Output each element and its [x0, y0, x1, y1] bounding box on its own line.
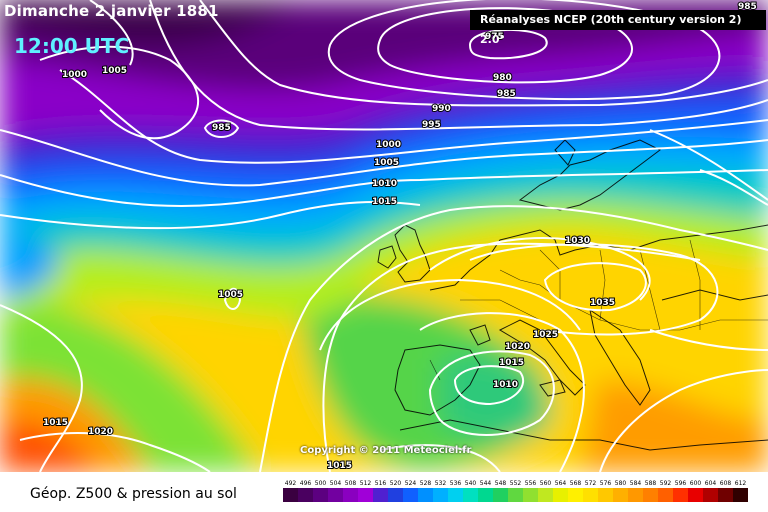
scale-swatch: [433, 488, 448, 502]
map-time: 12:00 UTC: [14, 34, 130, 58]
isobar-label: 1005: [102, 66, 127, 76]
isobars: [0, 0, 768, 472]
scale-label: 608: [720, 480, 732, 487]
scale-label: 580: [615, 480, 627, 487]
scale-label: 612: [735, 480, 747, 487]
scale-label: 504: [330, 480, 342, 487]
isobar-label: 995: [422, 120, 441, 130]
isobar-label: 1035: [590, 298, 615, 308]
scale-swatch: [628, 488, 643, 502]
isobar-labels: 975 980 985 990 995 1000 1005 1010 1015 …: [42, 1, 758, 472]
scale-label: 560: [540, 480, 552, 487]
scale-swatch: [688, 488, 703, 502]
scale-label: 516: [375, 480, 387, 487]
scale-swatch: [358, 488, 373, 502]
map-date: Dimanche 2 janvier 1881: [4, 2, 219, 20]
scale-label: 500: [315, 480, 327, 487]
scale-swatch: [673, 488, 688, 502]
country-borders: [429, 239, 768, 381]
scale-label: 548: [495, 480, 507, 487]
scale-label: 528: [420, 480, 432, 487]
scale-label: 520: [390, 480, 402, 487]
isobar-label: 985: [212, 123, 231, 133]
scale-label: 572: [585, 480, 597, 487]
isobar-label: 1010: [493, 380, 518, 390]
scale-label: 604: [705, 480, 717, 487]
scale-swatch: [463, 488, 478, 502]
scale-label: 596: [675, 480, 687, 487]
isobar-label: 975: [485, 32, 504, 42]
scale-label: 492: [285, 480, 297, 487]
scale-label: 512: [360, 480, 372, 487]
scale-label: 556: [525, 480, 537, 487]
isobar-label: 1025: [533, 330, 558, 340]
scale-swatch: [298, 488, 313, 502]
scale-swatch: [568, 488, 583, 502]
isobar-label: 985: [497, 89, 516, 99]
scale-swatch: [373, 488, 388, 502]
scale-label: 588: [645, 480, 657, 487]
scale-swatch: [328, 488, 343, 502]
scale-label: 536: [450, 480, 462, 487]
scale-label: 540: [465, 480, 477, 487]
scale-swatch: [418, 488, 433, 502]
isobar-label: 980: [493, 73, 512, 83]
scale-swatch: [718, 488, 733, 502]
scale-swatch: [388, 488, 403, 502]
isobar-label: 1020: [505, 342, 530, 352]
isobar-label: 1030: [565, 236, 590, 246]
scale-swatch: [643, 488, 658, 502]
isobar-label: 1015: [499, 358, 524, 368]
scale-swatch: [598, 488, 613, 502]
copyright-notice: Copyright © 2011 Meteociel.fr: [300, 445, 472, 456]
scale-label: 508: [345, 480, 357, 487]
scale-swatch: [283, 488, 298, 502]
scale-swatch: [448, 488, 463, 502]
scale-swatch: [403, 488, 418, 502]
geopotential-map: 975 980 985 990 995 1000 1005 1010 1015 …: [0, 0, 768, 472]
isobar-label: 1005: [374, 158, 399, 168]
scale-label: 600: [690, 480, 702, 487]
scale-label: 568: [570, 480, 582, 487]
scale-label: 552: [510, 480, 522, 487]
isobar-label: 1000: [62, 70, 87, 80]
isobar-label: 1015: [372, 197, 397, 207]
scale-swatch: [583, 488, 598, 502]
isobar-label: 1015: [327, 461, 352, 471]
scale-swatch: [343, 488, 358, 502]
legend-title: Géop. Z500 & pression au sol: [30, 486, 237, 502]
scale-swatch: [733, 488, 748, 502]
scale-swatch: [553, 488, 568, 502]
isobar-label: 1020: [88, 427, 113, 437]
color-scale: 492 496 500 504 508 512 516 520 524 528 532 536 540 5…: [283, 480, 748, 502]
scale-swatch: [538, 488, 553, 502]
geopotential-field: [0, 0, 768, 472]
source-label: Réanalyses NCEP (20th century version 2)…: [470, 10, 766, 46]
scale-label: 524: [405, 480, 417, 487]
scale-swatch: [313, 488, 328, 502]
scale-swatch: [703, 488, 718, 502]
scale-swatch: [478, 488, 493, 502]
scale-swatch: [658, 488, 673, 502]
isobar-label: 990: [432, 104, 451, 114]
isobar-label: 1000: [376, 140, 401, 150]
scale-swatch: [523, 488, 538, 502]
scale-label: 592: [660, 480, 672, 487]
scale-label: 576: [600, 480, 612, 487]
isobar-label: 1005: [218, 290, 243, 300]
scale-label: 496: [300, 480, 312, 487]
scale-label: 544: [480, 480, 492, 487]
scale-swatch: [493, 488, 508, 502]
scale-swatch: [613, 488, 628, 502]
isobar-label: 1010: [372, 179, 397, 189]
scale-label: 584: [630, 480, 642, 487]
scale-label: 564: [555, 480, 567, 487]
isobar-label: 1015: [43, 418, 68, 428]
scale-swatch: [508, 488, 523, 502]
scale-label: 532: [435, 480, 447, 487]
